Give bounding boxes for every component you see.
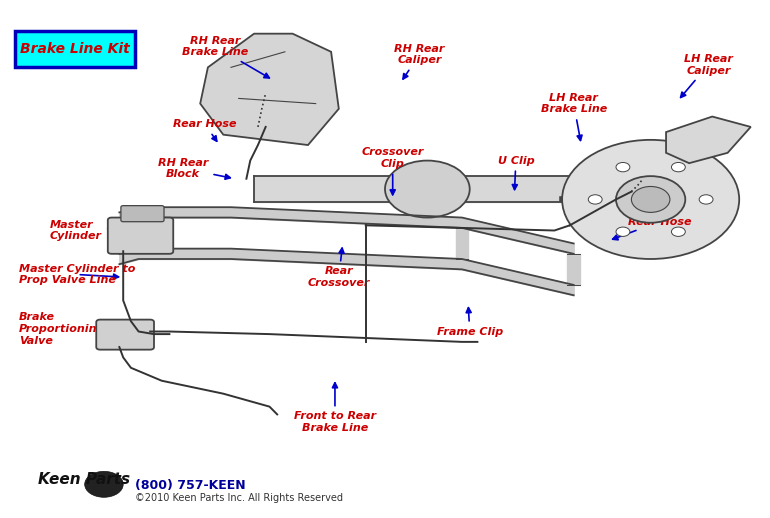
Polygon shape [666, 117, 751, 163]
Text: LH Rear
Brake Line: LH Rear Brake Line [541, 93, 607, 140]
Text: RH Rear
Block: RH Rear Block [158, 157, 230, 179]
Text: RH Rear
Brake Line: RH Rear Brake Line [182, 36, 270, 78]
Text: Crossover
Clip: Crossover Clip [361, 147, 424, 195]
Circle shape [385, 161, 470, 218]
Text: Rear
Crossover: Rear Crossover [307, 248, 370, 288]
Text: Frame Clip: Frame Clip [437, 308, 503, 337]
Text: Brake Line Kit: Brake Line Kit [20, 42, 130, 56]
Text: Master
Cylinder: Master Cylinder [50, 220, 119, 241]
Text: Rear Hose: Rear Hose [613, 217, 691, 240]
FancyBboxPatch shape [108, 218, 173, 254]
Circle shape [562, 140, 739, 259]
Text: ©2010 Keen Parts Inc. All Rights Reserved: ©2010 Keen Parts Inc. All Rights Reserve… [135, 493, 343, 503]
Text: Master Cylinder to
Prop Valve Line: Master Cylinder to Prop Valve Line [19, 264, 136, 285]
Text: Keen Parts: Keen Parts [38, 472, 131, 486]
Circle shape [671, 163, 685, 172]
Circle shape [85, 471, 123, 497]
Circle shape [616, 163, 630, 172]
Text: Rear Hose: Rear Hose [173, 119, 236, 141]
FancyBboxPatch shape [15, 31, 135, 67]
Text: (800) 757-KEEN: (800) 757-KEEN [135, 479, 246, 493]
Text: RH Rear
Caliper: RH Rear Caliper [394, 44, 445, 79]
FancyBboxPatch shape [96, 320, 154, 350]
Circle shape [616, 176, 685, 223]
Polygon shape [200, 34, 339, 145]
Circle shape [631, 186, 670, 212]
Text: U Clip: U Clip [497, 155, 534, 190]
Text: Brake
Proportioning
Valve: Brake Proportioning Valve [19, 312, 111, 346]
Circle shape [616, 227, 630, 236]
Text: Front to Rear
Brake Line: Front to Rear Brake Line [294, 383, 376, 433]
FancyBboxPatch shape [121, 206, 164, 222]
Circle shape [671, 227, 685, 236]
Circle shape [699, 195, 713, 204]
Text: LH Rear
Caliper: LH Rear Caliper [681, 54, 733, 97]
Circle shape [588, 195, 602, 204]
